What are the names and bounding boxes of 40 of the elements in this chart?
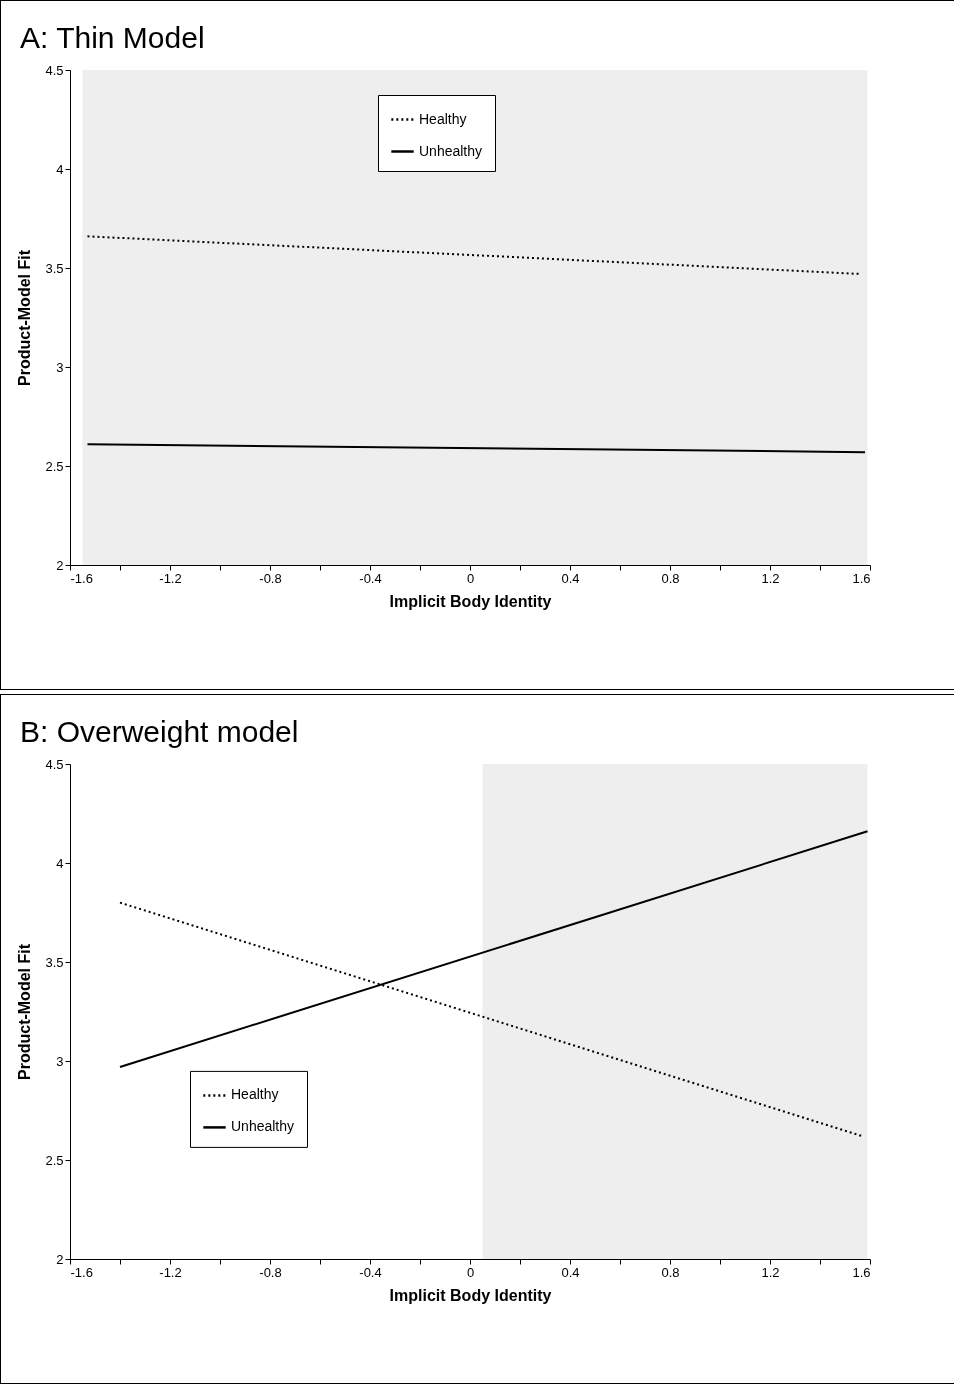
- chart-title: A: Thin Model: [20, 21, 205, 54]
- y-tick-label: 3: [56, 1053, 64, 1069]
- legend-label: Healthy: [419, 110, 467, 127]
- x-tick-label: -0.8: [259, 570, 282, 586]
- y-tick-label: 4: [56, 161, 64, 177]
- y-tick-label: 2: [56, 1251, 64, 1267]
- x-tick-label: -0.4: [359, 1264, 382, 1280]
- y-axis-title: Product-Model Fit: [16, 943, 34, 1080]
- x-tick-label: 0: [466, 1264, 475, 1280]
- legend-label: Unhealthy: [419, 142, 483, 159]
- x-tick-label: 0.4: [561, 570, 580, 586]
- y-axis-title: Product-Model Fit: [16, 249, 34, 386]
- x-tick-label: 0.8: [661, 1264, 680, 1280]
- legend-label: Unhealthy: [231, 1118, 295, 1135]
- y-tick-label: 3.5: [45, 954, 64, 970]
- y-tick-label: 2: [56, 557, 64, 573]
- x-tick-label: 1.6: [852, 1264, 871, 1280]
- x-tick-label: -1.6: [70, 570, 93, 586]
- x-tick-label: -0.4: [359, 570, 382, 586]
- x-tick-label: 1.2: [761, 570, 780, 586]
- y-tick-label: 3.5: [45, 260, 64, 276]
- x-tick-label: 1.2: [761, 1264, 780, 1280]
- x-axis-title: Implicit Body Identity: [389, 592, 552, 610]
- x-tick-label: 0: [466, 570, 475, 586]
- legend-label: Healthy: [231, 1086, 279, 1103]
- x-tick-label: -1.6: [70, 1264, 93, 1280]
- x-tick-label: 0.4: [561, 1264, 580, 1280]
- x-tick-label: 1.6: [852, 570, 871, 586]
- y-tick-label: 3: [56, 359, 64, 375]
- y-tick-label: 4: [56, 855, 64, 871]
- x-tick-label: -0.8: [259, 1264, 282, 1280]
- chart-title: B: Overweight model: [20, 715, 299, 748]
- x-tick-label: -1.2: [159, 570, 182, 586]
- y-tick-label: 2.5: [45, 1152, 64, 1168]
- x-axis-title: Implicit Body Identity: [389, 1286, 552, 1304]
- y-tick-label: 4.5: [45, 756, 64, 772]
- y-tick-label: 2.5: [45, 458, 64, 474]
- x-tick-label: -1.2: [159, 1264, 182, 1280]
- y-tick-label: 4.5: [45, 62, 64, 78]
- x-tick-label: 0.8: [661, 570, 680, 586]
